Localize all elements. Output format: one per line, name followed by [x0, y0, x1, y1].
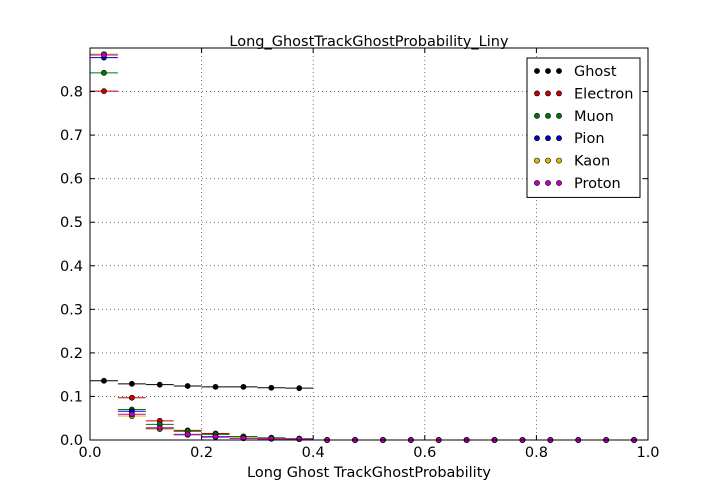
legend-marker — [556, 157, 562, 164]
legend: Ghost Electron Muon Pion Kaon Proton — [526, 57, 641, 198]
x-tick-label: 0.4 — [302, 445, 325, 461]
x-tick-label: 0.6 — [413, 445, 436, 461]
data-point — [101, 88, 107, 95]
legend-marker — [556, 112, 562, 119]
chart-title: Long_GhostTrackGhostProbability_Liny — [229, 34, 509, 50]
x-axis-label: Long Ghost TrackGhostProbability — [247, 465, 491, 481]
data-point — [156, 424, 163, 431]
legend-marker — [556, 90, 562, 97]
legend-marker — [545, 68, 551, 74]
data-point — [101, 52, 107, 58]
legend-label: Electron — [574, 86, 633, 102]
axis-ticks: 0.0 0.2 0.4 0.6 0.8 1.0 0.0 0.1 0.2 0.3 0.4 0.5 0.6 0… — [60, 48, 660, 461]
data-point — [184, 383, 191, 389]
y-tick-label: 0.8 — [60, 85, 83, 101]
x-tick-label: 0.8 — [525, 445, 548, 461]
x-tick-label: 1.0 — [636, 445, 659, 461]
data-point — [128, 411, 135, 418]
data-point — [240, 383, 247, 390]
data-point — [156, 381, 163, 388]
legend-label: Pion — [574, 131, 605, 147]
legend-box — [526, 57, 641, 198]
legend-label: Kaon — [574, 154, 610, 170]
legend-label: Ghost — [574, 64, 617, 80]
legend-marker — [534, 157, 540, 164]
data-point — [268, 435, 275, 442]
legend-marker — [545, 135, 551, 142]
legend-marker — [534, 180, 540, 186]
data-point — [296, 436, 303, 443]
legend-marker — [545, 112, 551, 119]
data-point — [268, 384, 275, 391]
y-tick-label: 0.1 — [60, 389, 83, 405]
legend-label: Proton — [574, 176, 621, 192]
data-point — [212, 383, 219, 390]
data-point — [101, 69, 107, 76]
x-tick-label: 0.0 — [78, 445, 101, 461]
y-tick-label: 0.0 — [60, 433, 83, 449]
legend-marker — [545, 157, 551, 164]
legend-marker — [534, 135, 540, 142]
legend-marker — [545, 90, 551, 97]
plot-area-frame — [89, 47, 649, 441]
legend-marker — [534, 112, 540, 119]
legend-marker — [534, 90, 540, 97]
legend-marker — [556, 135, 562, 142]
data-point — [212, 433, 219, 440]
legend-marker — [534, 68, 540, 74]
legend-marker — [556, 68, 562, 74]
y-tick-label: 0.7 — [60, 128, 83, 144]
y-tick-label: 0.2 — [60, 346, 83, 362]
legend-marker — [556, 180, 562, 186]
data-point — [128, 394, 135, 401]
y-tick-label: 0.5 — [60, 215, 83, 231]
x-tick-label: 0.2 — [190, 445, 213, 461]
y-tick-label: 0.3 — [60, 302, 83, 318]
legend-label: Muon — [574, 109, 614, 125]
legend-marker — [545, 180, 551, 186]
data-point — [184, 431, 191, 438]
y-tick-label: 0.6 — [60, 172, 83, 188]
data-point — [101, 377, 107, 384]
data-point — [128, 380, 135, 387]
data-point — [296, 385, 303, 392]
y-tick-label: 0.4 — [60, 259, 83, 275]
